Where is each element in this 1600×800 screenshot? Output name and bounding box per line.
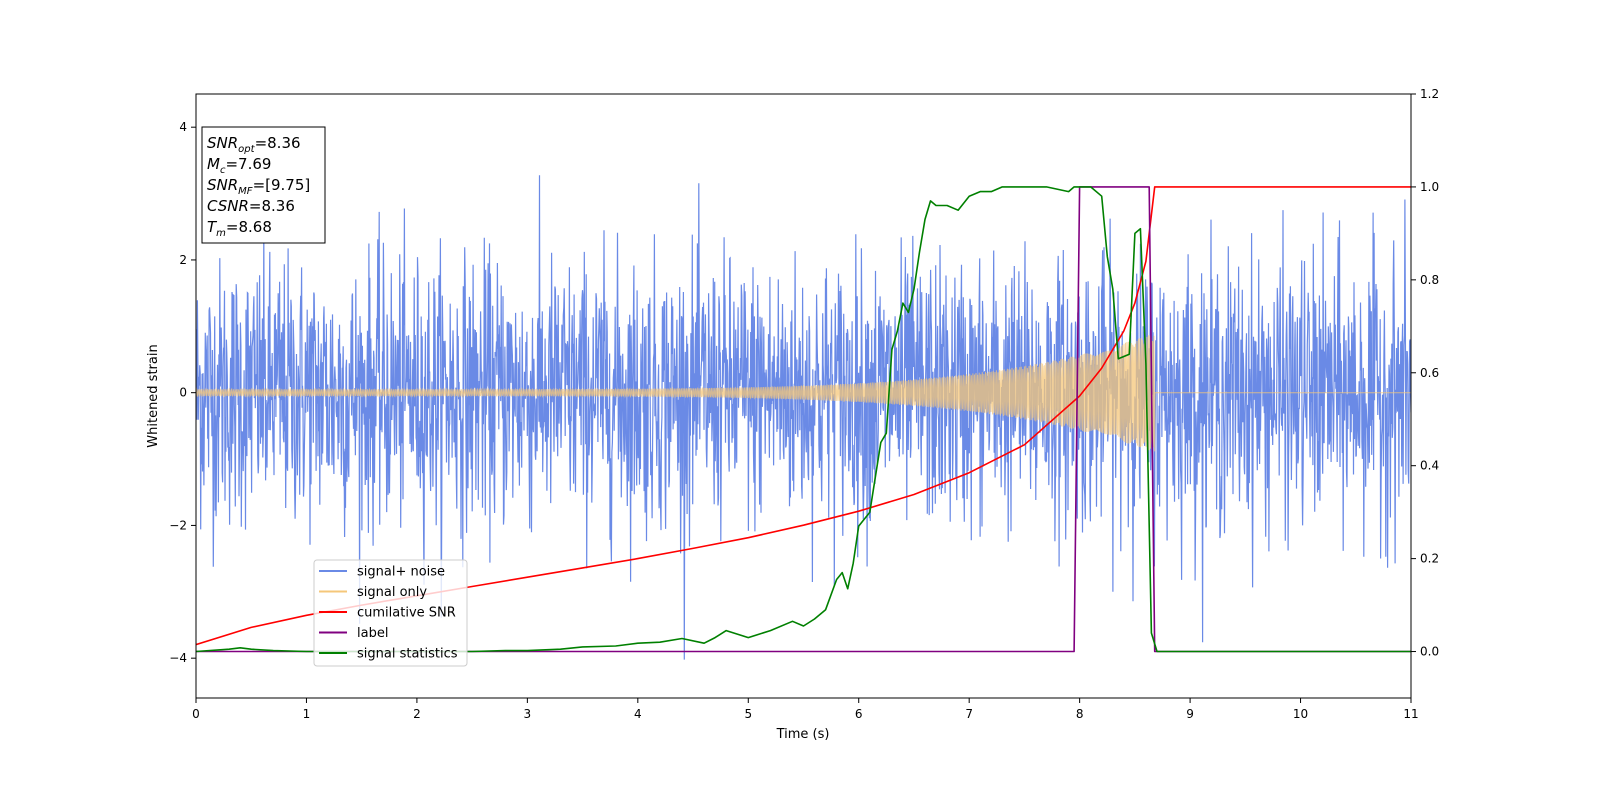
y-left-tick-label: −2 — [169, 518, 187, 532]
y-right-tick-label: 0.2 — [1420, 552, 1439, 566]
y-left-tick-label: 0 — [179, 386, 187, 400]
y-left-tick-label: 2 — [179, 253, 187, 267]
annotation-line: Tm=8.68 — [207, 218, 272, 239]
y-right-tick-label: 0.0 — [1420, 645, 1439, 659]
x-tick-label: 2 — [413, 707, 421, 721]
x-tick-label: 8 — [1076, 707, 1084, 721]
plot-frame — [195, 93, 1412, 699]
legend-label: signal statistics — [357, 647, 458, 662]
x-tick-label: 5 — [744, 707, 752, 721]
x-axis-label: Time (s) — [776, 727, 830, 742]
annotation-line: Mc=7.69 — [207, 155, 271, 176]
annotation-line: CSNR=8.36 — [207, 197, 295, 215]
x-tick-label: 0 — [192, 707, 200, 721]
x-tick-label: 11 — [1403, 707, 1418, 721]
y-right-tick-label: 1.0 — [1420, 180, 1439, 194]
y-right-tick-label: 0.6 — [1420, 366, 1439, 380]
x-tick-label: 10 — [1293, 707, 1308, 721]
y-left-tick-label: −4 — [169, 651, 187, 665]
y-right-tick-label: 1.2 — [1420, 87, 1439, 101]
annotation-line: SNRMF=[9.75] — [207, 176, 310, 197]
series-signal-noise — [196, 175, 1411, 660]
x-tick-label: 6 — [855, 707, 863, 721]
legend: signal+ noise signal only cumilative SNR la… — [313, 559, 468, 667]
x-tick-label: 3 — [524, 707, 532, 721]
x-tick-label: 4 — [634, 707, 642, 721]
legend-label: label — [357, 626, 388, 641]
annotation-line: SNRopt=8.36 — [207, 134, 301, 155]
legend-label: signal+ noise — [357, 565, 445, 580]
legend-label: cumilative SNR — [357, 606, 456, 621]
y-axis-label: Whitened strain — [146, 344, 161, 447]
y-left-tick-label: 4 — [179, 120, 187, 134]
series-signal-only — [196, 335, 1411, 452]
series-signal-statistics — [196, 186, 1411, 653]
y-right-tick-label: 0.4 — [1420, 459, 1439, 473]
x-tick-label: 9 — [1186, 707, 1194, 721]
x-tick-label: 7 — [965, 707, 973, 721]
y-right-tick-label: 0.8 — [1420, 273, 1439, 287]
x-tick-label: 1 — [303, 707, 311, 721]
legend-label: signal only — [357, 585, 427, 600]
